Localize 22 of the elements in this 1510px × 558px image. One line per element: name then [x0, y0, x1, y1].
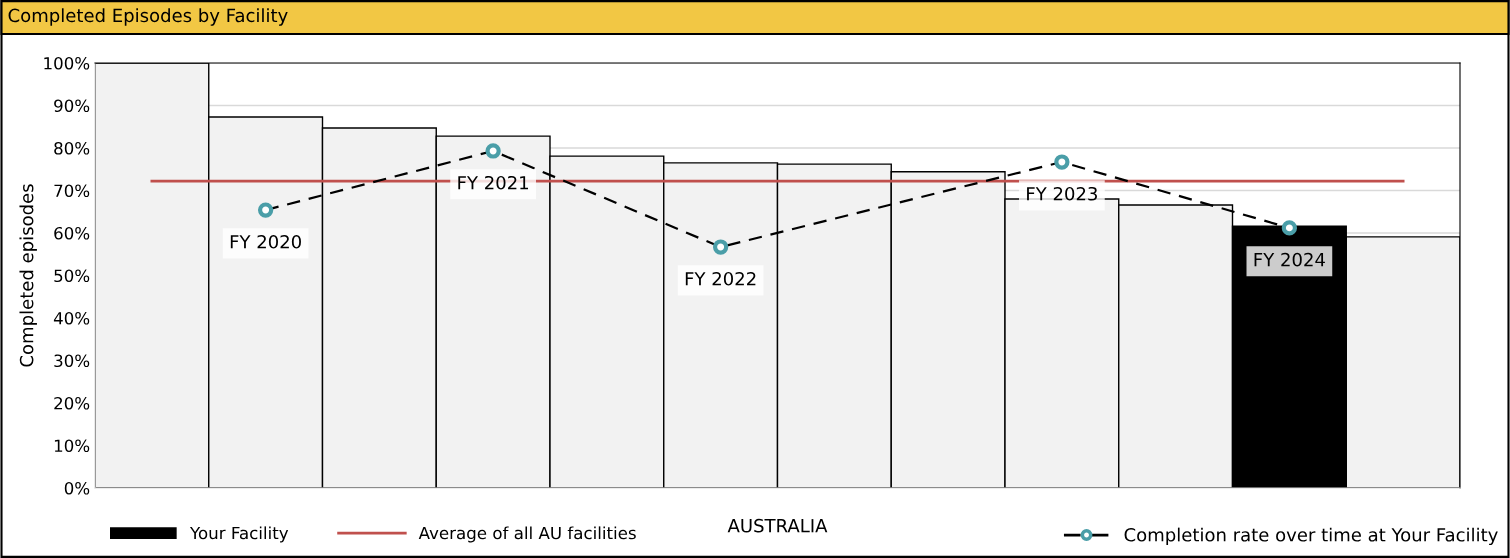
data-label: FY 2024: [1254, 252, 1325, 267]
y-tick-label: 80%: [54, 141, 90, 155]
y-tick-label: 0%: [64, 481, 90, 495]
y-tick-label: 100%: [44, 56, 90, 70]
data-label: FY 2022: [685, 271, 756, 286]
legend-label: Average of all AU facilities: [418, 526, 636, 543]
legend-label: Completion rate over time at Your Facility: [1124, 527, 1498, 546]
y-tick-label: 60%: [54, 226, 90, 240]
x-axis-title: AUSTRALIA: [727, 518, 828, 533]
data-label: FY 2023: [1027, 186, 1097, 201]
y-tick-label: 50%: [54, 269, 90, 283]
y-tick-label: 70%: [54, 184, 90, 198]
y-tick-label: 20%: [54, 396, 90, 410]
data-label: FY 2020: [230, 234, 301, 249]
y-tick-label: 90%: [54, 99, 90, 113]
y-tick-label: 40%: [53, 311, 90, 325]
legend-label: Your Facility: [189, 526, 289, 543]
data-label: FY 2021: [458, 175, 529, 190]
y-tick-label: 10%: [54, 439, 90, 453]
chart-title: Completed Episodes by Facility: [8, 8, 288, 26]
y-axis-title: Completed episodes: [19, 184, 37, 367]
y-tick-label: 30%: [54, 354, 90, 368]
